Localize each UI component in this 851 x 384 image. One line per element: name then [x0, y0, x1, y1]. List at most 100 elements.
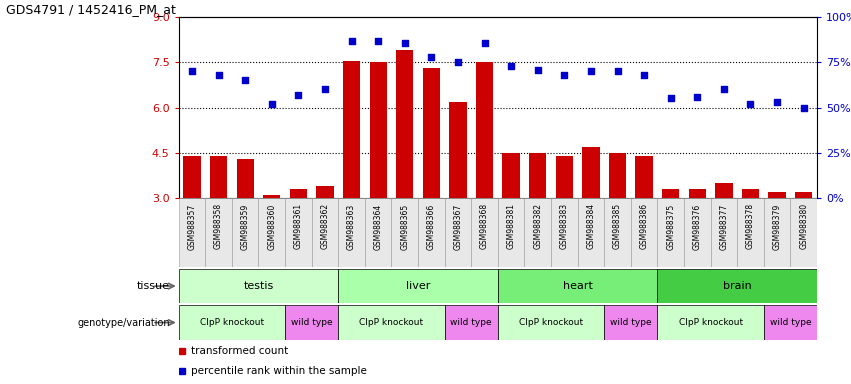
- Bar: [179, 305, 285, 340]
- Bar: [418, 198, 444, 267]
- Text: GSM988381: GSM988381: [506, 203, 516, 249]
- Text: wild type: wild type: [291, 318, 333, 327]
- Text: heart: heart: [563, 281, 592, 291]
- Text: ClpP knockout: ClpP knockout: [359, 318, 424, 327]
- Bar: [285, 198, 311, 267]
- Point: [398, 40, 412, 46]
- Bar: [551, 198, 578, 267]
- Point: [292, 92, 306, 98]
- Bar: [742, 189, 759, 288]
- Bar: [498, 305, 604, 340]
- Text: brain: brain: [722, 281, 751, 291]
- Bar: [396, 50, 414, 288]
- Bar: [657, 198, 684, 267]
- Text: transformed count: transformed count: [191, 346, 288, 356]
- Bar: [556, 156, 573, 288]
- Point: [557, 72, 571, 78]
- Point: [212, 72, 226, 78]
- Bar: [210, 156, 227, 288]
- Bar: [365, 198, 391, 267]
- Bar: [791, 198, 817, 267]
- Text: GSM988380: GSM988380: [799, 203, 808, 250]
- Text: liver: liver: [406, 281, 431, 291]
- Bar: [338, 305, 444, 340]
- Text: ClpP knockout: ClpP knockout: [200, 318, 264, 327]
- Bar: [578, 198, 604, 267]
- Text: testis: testis: [243, 281, 274, 291]
- Text: GSM988379: GSM988379: [773, 203, 781, 250]
- Bar: [183, 156, 201, 288]
- Point: [797, 104, 810, 111]
- Point: [584, 68, 597, 74]
- Point: [664, 95, 677, 101]
- Bar: [498, 269, 657, 303]
- Bar: [657, 269, 817, 303]
- Text: GSM988360: GSM988360: [267, 203, 277, 250]
- Text: GSM988384: GSM988384: [586, 203, 596, 250]
- Point: [770, 99, 784, 105]
- Text: ClpP knockout: ClpP knockout: [519, 318, 583, 327]
- Point: [637, 72, 651, 78]
- Point: [186, 68, 199, 74]
- Text: GDS4791 / 1452416_PM_at: GDS4791 / 1452416_PM_at: [6, 3, 176, 16]
- Text: wild type: wild type: [610, 318, 652, 327]
- Bar: [317, 186, 334, 288]
- Point: [265, 101, 278, 107]
- Bar: [259, 198, 285, 267]
- Point: [371, 38, 385, 44]
- Text: GSM988383: GSM988383: [560, 203, 568, 250]
- Bar: [529, 152, 546, 288]
- Bar: [423, 68, 440, 288]
- Point: [238, 78, 252, 84]
- Text: tissue: tissue: [137, 281, 170, 291]
- Bar: [604, 198, 631, 267]
- Text: percentile rank within the sample: percentile rank within the sample: [191, 366, 368, 376]
- Text: GSM988385: GSM988385: [613, 203, 622, 250]
- Bar: [391, 198, 418, 267]
- Bar: [657, 305, 764, 340]
- Bar: [444, 198, 471, 267]
- Bar: [449, 101, 466, 288]
- Text: GSM988365: GSM988365: [400, 203, 409, 250]
- Bar: [237, 159, 254, 288]
- Bar: [631, 198, 657, 267]
- Text: GSM988368: GSM988368: [480, 203, 489, 250]
- Bar: [688, 189, 706, 288]
- Point: [611, 68, 625, 74]
- Text: GSM988376: GSM988376: [693, 203, 702, 250]
- Bar: [471, 198, 498, 267]
- Point: [505, 63, 518, 69]
- Point: [690, 94, 704, 100]
- Point: [345, 38, 358, 44]
- Bar: [684, 198, 711, 267]
- Bar: [604, 305, 657, 340]
- Text: GSM988367: GSM988367: [454, 203, 462, 250]
- Bar: [764, 305, 817, 340]
- Bar: [285, 305, 338, 340]
- Bar: [343, 61, 360, 288]
- Bar: [764, 198, 791, 267]
- Bar: [179, 198, 205, 267]
- Text: GSM988378: GSM988378: [746, 203, 755, 250]
- Bar: [711, 198, 737, 267]
- Bar: [768, 192, 785, 288]
- Text: GSM988357: GSM988357: [187, 203, 197, 250]
- Text: GSM988364: GSM988364: [374, 203, 383, 250]
- Bar: [476, 62, 494, 288]
- Bar: [737, 198, 764, 267]
- Point: [425, 54, 438, 60]
- Bar: [636, 156, 653, 288]
- Bar: [289, 189, 307, 288]
- Text: genotype/variation: genotype/variation: [77, 318, 170, 328]
- Text: GSM988366: GSM988366: [427, 203, 436, 250]
- Bar: [715, 183, 733, 288]
- Text: GSM988362: GSM988362: [321, 203, 329, 250]
- Bar: [524, 198, 551, 267]
- Bar: [338, 269, 498, 303]
- Bar: [338, 198, 365, 267]
- Point: [451, 59, 465, 65]
- Point: [531, 66, 545, 73]
- Text: GSM988377: GSM988377: [719, 203, 728, 250]
- Text: GSM988361: GSM988361: [294, 203, 303, 250]
- Bar: [205, 198, 231, 267]
